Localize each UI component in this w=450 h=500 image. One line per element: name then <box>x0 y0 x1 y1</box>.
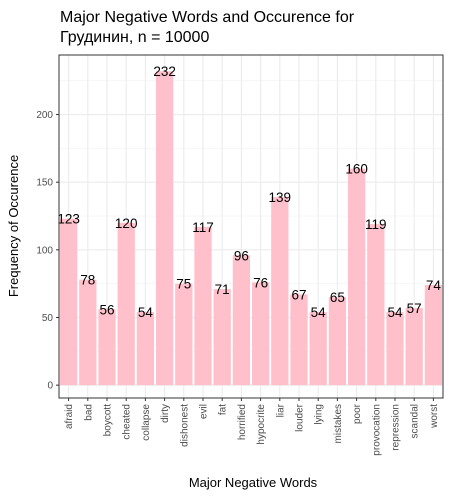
bar-horrified <box>232 255 251 386</box>
x-tick-label-dirty: dirty <box>160 404 171 423</box>
bar-collapse <box>136 312 155 386</box>
data-label-afraid: 123 <box>57 212 80 227</box>
x-tick-label-afraid: afraid <box>64 404 75 429</box>
bar-louder <box>290 294 308 386</box>
bar-repression <box>386 312 404 386</box>
bar-mistakes <box>328 297 347 386</box>
x-axis: afraid bad boycott cheated collapse dirty dish… <box>64 398 440 456</box>
chart-title-line-1: Major Negative Words and Occurence for <box>60 9 355 26</box>
x-tick-label-lying: lying <box>314 404 325 425</box>
x-tick-label-mistakes: mistakes <box>333 404 344 443</box>
bar-bad <box>79 279 97 386</box>
bar-fat <box>213 289 231 386</box>
x-axis-title: Major Negative Words <box>189 475 318 490</box>
bar-boycott <box>98 309 116 386</box>
x-tick-label-louder: louder <box>295 403 306 431</box>
bar-scandal <box>405 308 423 386</box>
bar-afraid <box>59 218 78 386</box>
bar-worst <box>424 285 443 386</box>
data-label-worst: 74 <box>426 278 442 293</box>
x-tick-label-hypocrite: hypocrite <box>256 404 267 445</box>
data-label-hypocrite: 76 <box>253 275 268 290</box>
bar-lying <box>309 312 327 386</box>
bar-provocation <box>367 224 385 386</box>
data-label-mistakes: 65 <box>330 290 345 305</box>
bar-dirty <box>155 71 174 386</box>
x-tick-label-boycott: boycott <box>103 404 114 436</box>
data-label-lying: 54 <box>311 305 327 320</box>
x-tick-label-bad: bad <box>83 404 94 421</box>
y-axis-title: Frequency of Occurence <box>6 155 21 297</box>
x-tick-label-cheated: cheated <box>122 404 133 440</box>
y-tick-label: 200 <box>36 110 53 121</box>
y-tick-label: 0 <box>47 381 53 392</box>
data-label-evil: 117 <box>192 220 214 235</box>
x-tick-label-dishonest: dishonest <box>179 404 190 447</box>
plot-panel: 1237856120542327511771967613967546516011… <box>57 54 444 399</box>
y-axis: 0 50 100 150 200 <box>36 110 59 392</box>
data-label-collapse: 54 <box>138 305 154 320</box>
data-label-cheated: 120 <box>115 216 138 231</box>
x-tick-label-repression: repression <box>391 404 402 451</box>
y-tick-label: 100 <box>36 245 53 256</box>
bar-liar <box>271 197 289 386</box>
x-tick-label-liar: liar <box>275 403 286 417</box>
data-label-liar: 139 <box>269 190 292 205</box>
data-label-poor: 160 <box>345 162 368 177</box>
x-tick-label-poor: poor <box>352 403 363 424</box>
x-tick-label-fat: fat <box>218 404 229 415</box>
bars <box>59 71 443 386</box>
data-label-bad: 78 <box>80 273 95 288</box>
y-tick-label: 150 <box>36 178 53 189</box>
bar-dishonest <box>175 283 193 386</box>
x-tick-label-collapse: collapse <box>141 404 152 441</box>
bar-hypocrite <box>251 282 270 386</box>
data-label-louder: 67 <box>291 287 306 302</box>
x-tick-label-worst: worst <box>429 404 440 429</box>
x-tick-label-evil: evil <box>199 404 210 419</box>
data-label-provocation: 119 <box>365 217 387 232</box>
x-tick-label-scandal: scandal <box>410 404 421 438</box>
bar-poor <box>347 168 366 386</box>
panel-border <box>58 54 444 399</box>
data-label-scandal: 57 <box>407 301 422 316</box>
x-tick-label-horrified: horrified <box>237 404 248 440</box>
y-tick-label: 50 <box>42 313 54 324</box>
data-label-boycott: 56 <box>99 302 114 317</box>
data-label-dishonest: 75 <box>176 277 191 292</box>
data-label-horrified: 96 <box>234 248 249 263</box>
data-label-dirty: 232 <box>153 64 176 79</box>
data-labels: 1237856120542327511771967613967546516011… <box>57 64 441 320</box>
bar-cheated <box>117 222 135 386</box>
bar-evil <box>194 226 212 386</box>
data-label-fat: 71 <box>215 282 230 297</box>
chart-title-line-2: Грудинин, n = 10000 <box>60 29 209 46</box>
x-tick-label-provocation: provocation <box>371 404 382 456</box>
data-label-repression: 54 <box>387 305 403 320</box>
